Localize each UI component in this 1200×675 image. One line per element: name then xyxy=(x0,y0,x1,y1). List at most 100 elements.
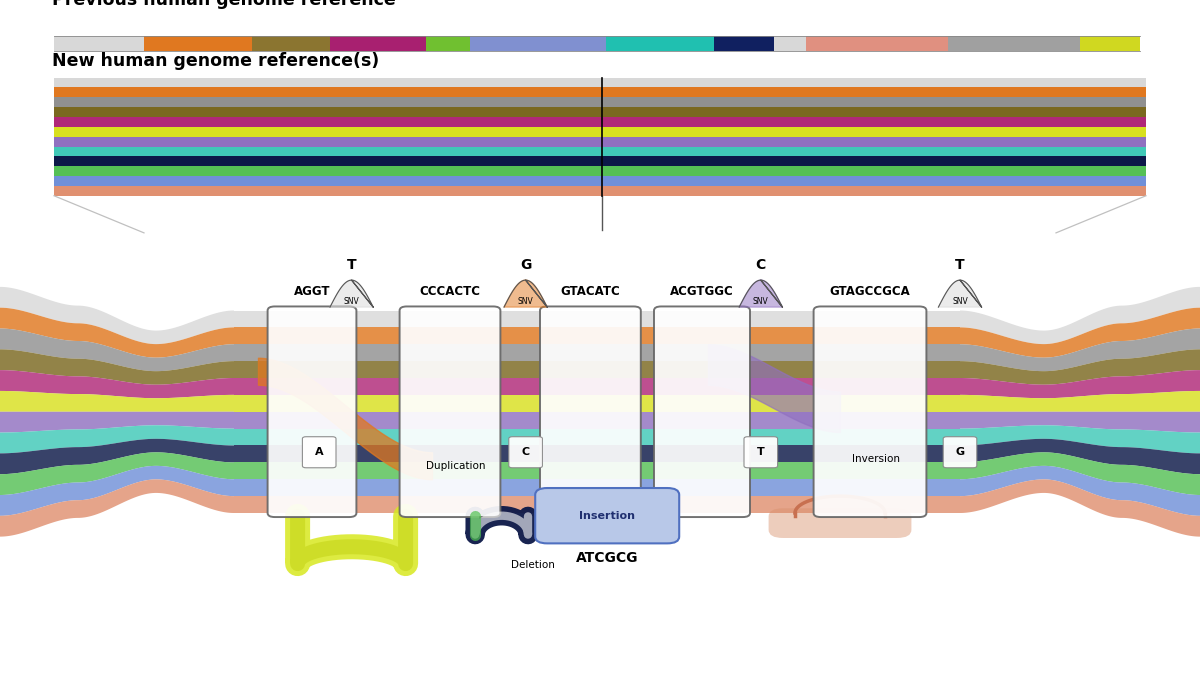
Polygon shape xyxy=(234,496,960,513)
Polygon shape xyxy=(156,310,234,344)
Polygon shape xyxy=(78,306,156,344)
Polygon shape xyxy=(1122,287,1200,323)
Text: ACGTGGC: ACGTGGC xyxy=(670,286,734,298)
Polygon shape xyxy=(1044,412,1122,429)
Polygon shape xyxy=(78,341,156,371)
FancyBboxPatch shape xyxy=(302,437,336,468)
Text: Duplication: Duplication xyxy=(426,461,486,470)
Polygon shape xyxy=(78,377,156,398)
Polygon shape xyxy=(960,425,1044,446)
Polygon shape xyxy=(0,465,78,495)
Polygon shape xyxy=(234,446,960,462)
Bar xyxy=(1080,36,1140,51)
Text: T: T xyxy=(347,258,356,272)
Polygon shape xyxy=(1122,447,1200,475)
Bar xyxy=(54,166,1146,176)
Polygon shape xyxy=(1122,412,1200,433)
Polygon shape xyxy=(1044,479,1122,518)
Polygon shape xyxy=(0,287,78,323)
Polygon shape xyxy=(156,439,234,462)
Text: SNV: SNV xyxy=(952,297,968,306)
Polygon shape xyxy=(960,466,1044,496)
Polygon shape xyxy=(78,425,156,447)
Polygon shape xyxy=(1122,500,1200,537)
Text: SNV: SNV xyxy=(752,297,769,306)
Polygon shape xyxy=(78,412,156,429)
Bar xyxy=(606,36,714,51)
Polygon shape xyxy=(960,412,1044,429)
Text: C: C xyxy=(756,258,766,272)
Polygon shape xyxy=(0,483,78,516)
Bar xyxy=(54,36,144,51)
Bar xyxy=(806,36,948,51)
Text: Inversion: Inversion xyxy=(852,454,900,464)
Text: GTACATC: GTACATC xyxy=(560,286,620,298)
Polygon shape xyxy=(234,462,960,479)
Polygon shape xyxy=(0,350,78,377)
Bar xyxy=(948,36,1080,51)
Polygon shape xyxy=(234,395,960,412)
Bar xyxy=(54,157,1146,166)
Polygon shape xyxy=(1122,308,1200,341)
Polygon shape xyxy=(504,280,547,307)
Text: A: A xyxy=(314,448,324,457)
FancyBboxPatch shape xyxy=(744,437,778,468)
Bar xyxy=(54,186,1146,196)
Polygon shape xyxy=(78,358,156,385)
Polygon shape xyxy=(960,395,1044,412)
Polygon shape xyxy=(234,344,960,361)
FancyBboxPatch shape xyxy=(268,306,356,517)
Polygon shape xyxy=(739,280,782,307)
Polygon shape xyxy=(234,378,960,395)
FancyBboxPatch shape xyxy=(943,437,977,468)
Bar xyxy=(54,127,1146,136)
Polygon shape xyxy=(156,425,234,446)
Polygon shape xyxy=(234,479,960,496)
Polygon shape xyxy=(0,429,78,454)
Polygon shape xyxy=(1044,394,1122,412)
Text: SNV: SNV xyxy=(343,297,360,306)
Polygon shape xyxy=(156,452,234,479)
Text: G: G xyxy=(520,258,532,272)
Polygon shape xyxy=(0,308,78,341)
FancyBboxPatch shape xyxy=(540,306,641,517)
Polygon shape xyxy=(156,395,234,412)
Polygon shape xyxy=(0,370,78,394)
FancyBboxPatch shape xyxy=(400,306,500,517)
Bar xyxy=(54,136,1146,146)
Polygon shape xyxy=(1044,425,1122,447)
FancyBboxPatch shape xyxy=(509,437,542,468)
Bar xyxy=(144,36,252,51)
Bar xyxy=(54,146,1146,157)
Polygon shape xyxy=(78,439,156,465)
Polygon shape xyxy=(78,452,156,483)
Text: AGGT: AGGT xyxy=(294,286,330,298)
Polygon shape xyxy=(0,329,78,358)
Polygon shape xyxy=(960,378,1044,398)
Polygon shape xyxy=(1044,452,1122,483)
Polygon shape xyxy=(1122,391,1200,412)
Polygon shape xyxy=(0,500,78,537)
Text: T: T xyxy=(757,448,764,457)
Polygon shape xyxy=(234,327,960,344)
Polygon shape xyxy=(960,439,1044,462)
FancyBboxPatch shape xyxy=(535,488,679,543)
Text: Deletion: Deletion xyxy=(511,560,556,570)
Polygon shape xyxy=(78,323,156,358)
Polygon shape xyxy=(960,452,1044,479)
Polygon shape xyxy=(234,310,960,327)
Polygon shape xyxy=(156,479,234,513)
Polygon shape xyxy=(330,280,373,307)
Polygon shape xyxy=(156,361,234,385)
Polygon shape xyxy=(78,479,156,518)
Polygon shape xyxy=(234,429,960,446)
Text: G: G xyxy=(955,448,965,457)
Text: T: T xyxy=(955,258,965,272)
Polygon shape xyxy=(1122,370,1200,394)
Text: SNV: SNV xyxy=(517,297,534,306)
Text: CCCACTC: CCCACTC xyxy=(420,286,480,298)
Bar xyxy=(54,78,1146,88)
Polygon shape xyxy=(78,466,156,500)
Polygon shape xyxy=(960,361,1044,385)
Polygon shape xyxy=(0,447,78,475)
